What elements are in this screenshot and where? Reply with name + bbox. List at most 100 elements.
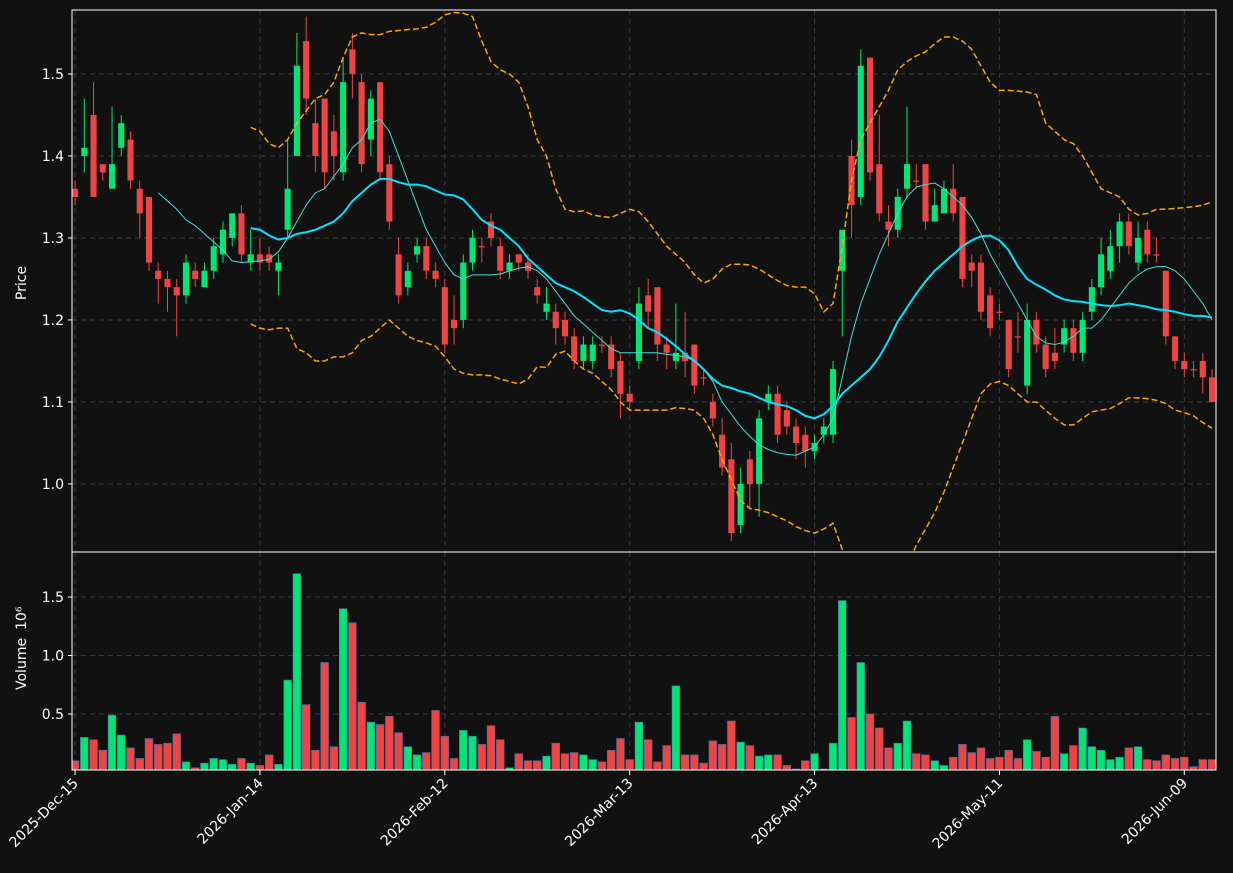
candle-body xyxy=(182,262,190,296)
candle-body xyxy=(756,418,763,484)
volume-bar xyxy=(459,730,468,770)
volume-bar xyxy=(995,756,1004,770)
y-tick-label: 1.4 xyxy=(42,149,64,165)
candle-body xyxy=(913,180,920,182)
volume-bar xyxy=(819,768,828,770)
candle-body xyxy=(1051,352,1058,361)
y-tick-label: 1.2 xyxy=(42,313,64,329)
volume-bar xyxy=(838,600,847,770)
candle-body xyxy=(543,303,550,312)
volume-bar xyxy=(1032,751,1041,770)
candle-body xyxy=(885,221,892,230)
volume-bar xyxy=(727,720,736,770)
volume-bar xyxy=(542,755,551,770)
candle-body xyxy=(266,254,273,263)
candle-body xyxy=(469,237,476,263)
volume-bar xyxy=(1115,756,1124,770)
volume-bar xyxy=(717,744,727,770)
candle-body xyxy=(765,393,772,402)
candle-body xyxy=(1144,229,1151,255)
candle-body xyxy=(460,262,467,320)
candle-body xyxy=(414,246,421,255)
candle-body xyxy=(340,82,347,173)
volume-bar xyxy=(274,763,283,770)
volume-bar xyxy=(773,754,782,770)
volume-bar xyxy=(551,742,560,770)
candle-body xyxy=(700,377,707,379)
volume-bar xyxy=(486,725,496,770)
volume-bar xyxy=(1106,759,1115,770)
candle-body xyxy=(950,188,957,214)
candle-body xyxy=(1024,319,1031,386)
overlay-line xyxy=(250,318,1213,552)
candle-body xyxy=(903,164,911,189)
volume-bar xyxy=(496,739,505,770)
candle-body xyxy=(515,254,522,263)
candle-body xyxy=(432,270,439,279)
volume-bar xyxy=(375,724,385,770)
candle-body xyxy=(552,311,559,329)
candle-body xyxy=(1172,336,1179,361)
candle-body xyxy=(672,352,679,361)
candle-body xyxy=(303,41,310,99)
candle-body xyxy=(497,246,504,271)
volume-bar xyxy=(912,753,921,770)
candle-body xyxy=(1162,270,1169,337)
candle-body xyxy=(626,393,633,402)
volume-bar xyxy=(228,763,237,770)
y-tick-label: 1.5 xyxy=(42,67,64,83)
candle-body xyxy=(1005,319,1012,370)
candle-body xyxy=(922,164,929,222)
overlay-line xyxy=(250,177,1213,420)
volume-bar xyxy=(588,759,597,770)
volume-bar xyxy=(791,768,801,770)
candle-body xyxy=(229,213,236,238)
candle-body xyxy=(201,270,208,288)
volume-bar xyxy=(1022,739,1032,770)
volume-bar xyxy=(338,608,348,770)
candle-body xyxy=(330,131,337,156)
volume-bar xyxy=(283,679,292,770)
volume-bar xyxy=(1124,747,1134,770)
volume-bar xyxy=(921,754,930,770)
candle-body xyxy=(164,278,171,288)
volume-bar xyxy=(699,762,708,770)
volume-bar xyxy=(958,744,967,770)
volume-bar xyxy=(320,662,329,770)
volume-bar xyxy=(671,685,681,770)
volume-bar xyxy=(385,716,394,770)
candle-body xyxy=(1098,254,1105,288)
volume-bar xyxy=(255,765,265,770)
candle-body xyxy=(783,410,790,427)
volume-bar xyxy=(135,758,144,770)
y-tick-label: 1.0 xyxy=(42,477,64,493)
candle-body xyxy=(1116,221,1123,247)
volume-bar xyxy=(930,760,939,770)
volume-bar xyxy=(810,753,819,770)
candle-body xyxy=(728,459,735,534)
candle-body xyxy=(284,188,291,230)
volume-bar xyxy=(782,765,791,770)
volume-bar xyxy=(708,740,718,770)
candle-body xyxy=(598,344,605,346)
candle-body xyxy=(127,139,134,181)
candle-body xyxy=(358,82,365,165)
candle-body xyxy=(663,344,670,353)
candle-body xyxy=(737,483,744,525)
candle-body xyxy=(691,344,698,386)
volume-bar xyxy=(523,760,533,770)
volume-bar xyxy=(1207,759,1216,770)
volume-bar xyxy=(643,739,653,770)
candle-body xyxy=(136,188,143,214)
volume-bar xyxy=(468,735,477,770)
candle-body xyxy=(321,98,328,173)
volume-bar xyxy=(949,756,958,770)
candle-body xyxy=(1125,221,1132,247)
candle-body xyxy=(1153,254,1160,256)
candle-body xyxy=(857,65,864,197)
volume-bar xyxy=(1096,749,1106,770)
candle-body xyxy=(349,49,356,74)
candle-body xyxy=(210,246,217,271)
